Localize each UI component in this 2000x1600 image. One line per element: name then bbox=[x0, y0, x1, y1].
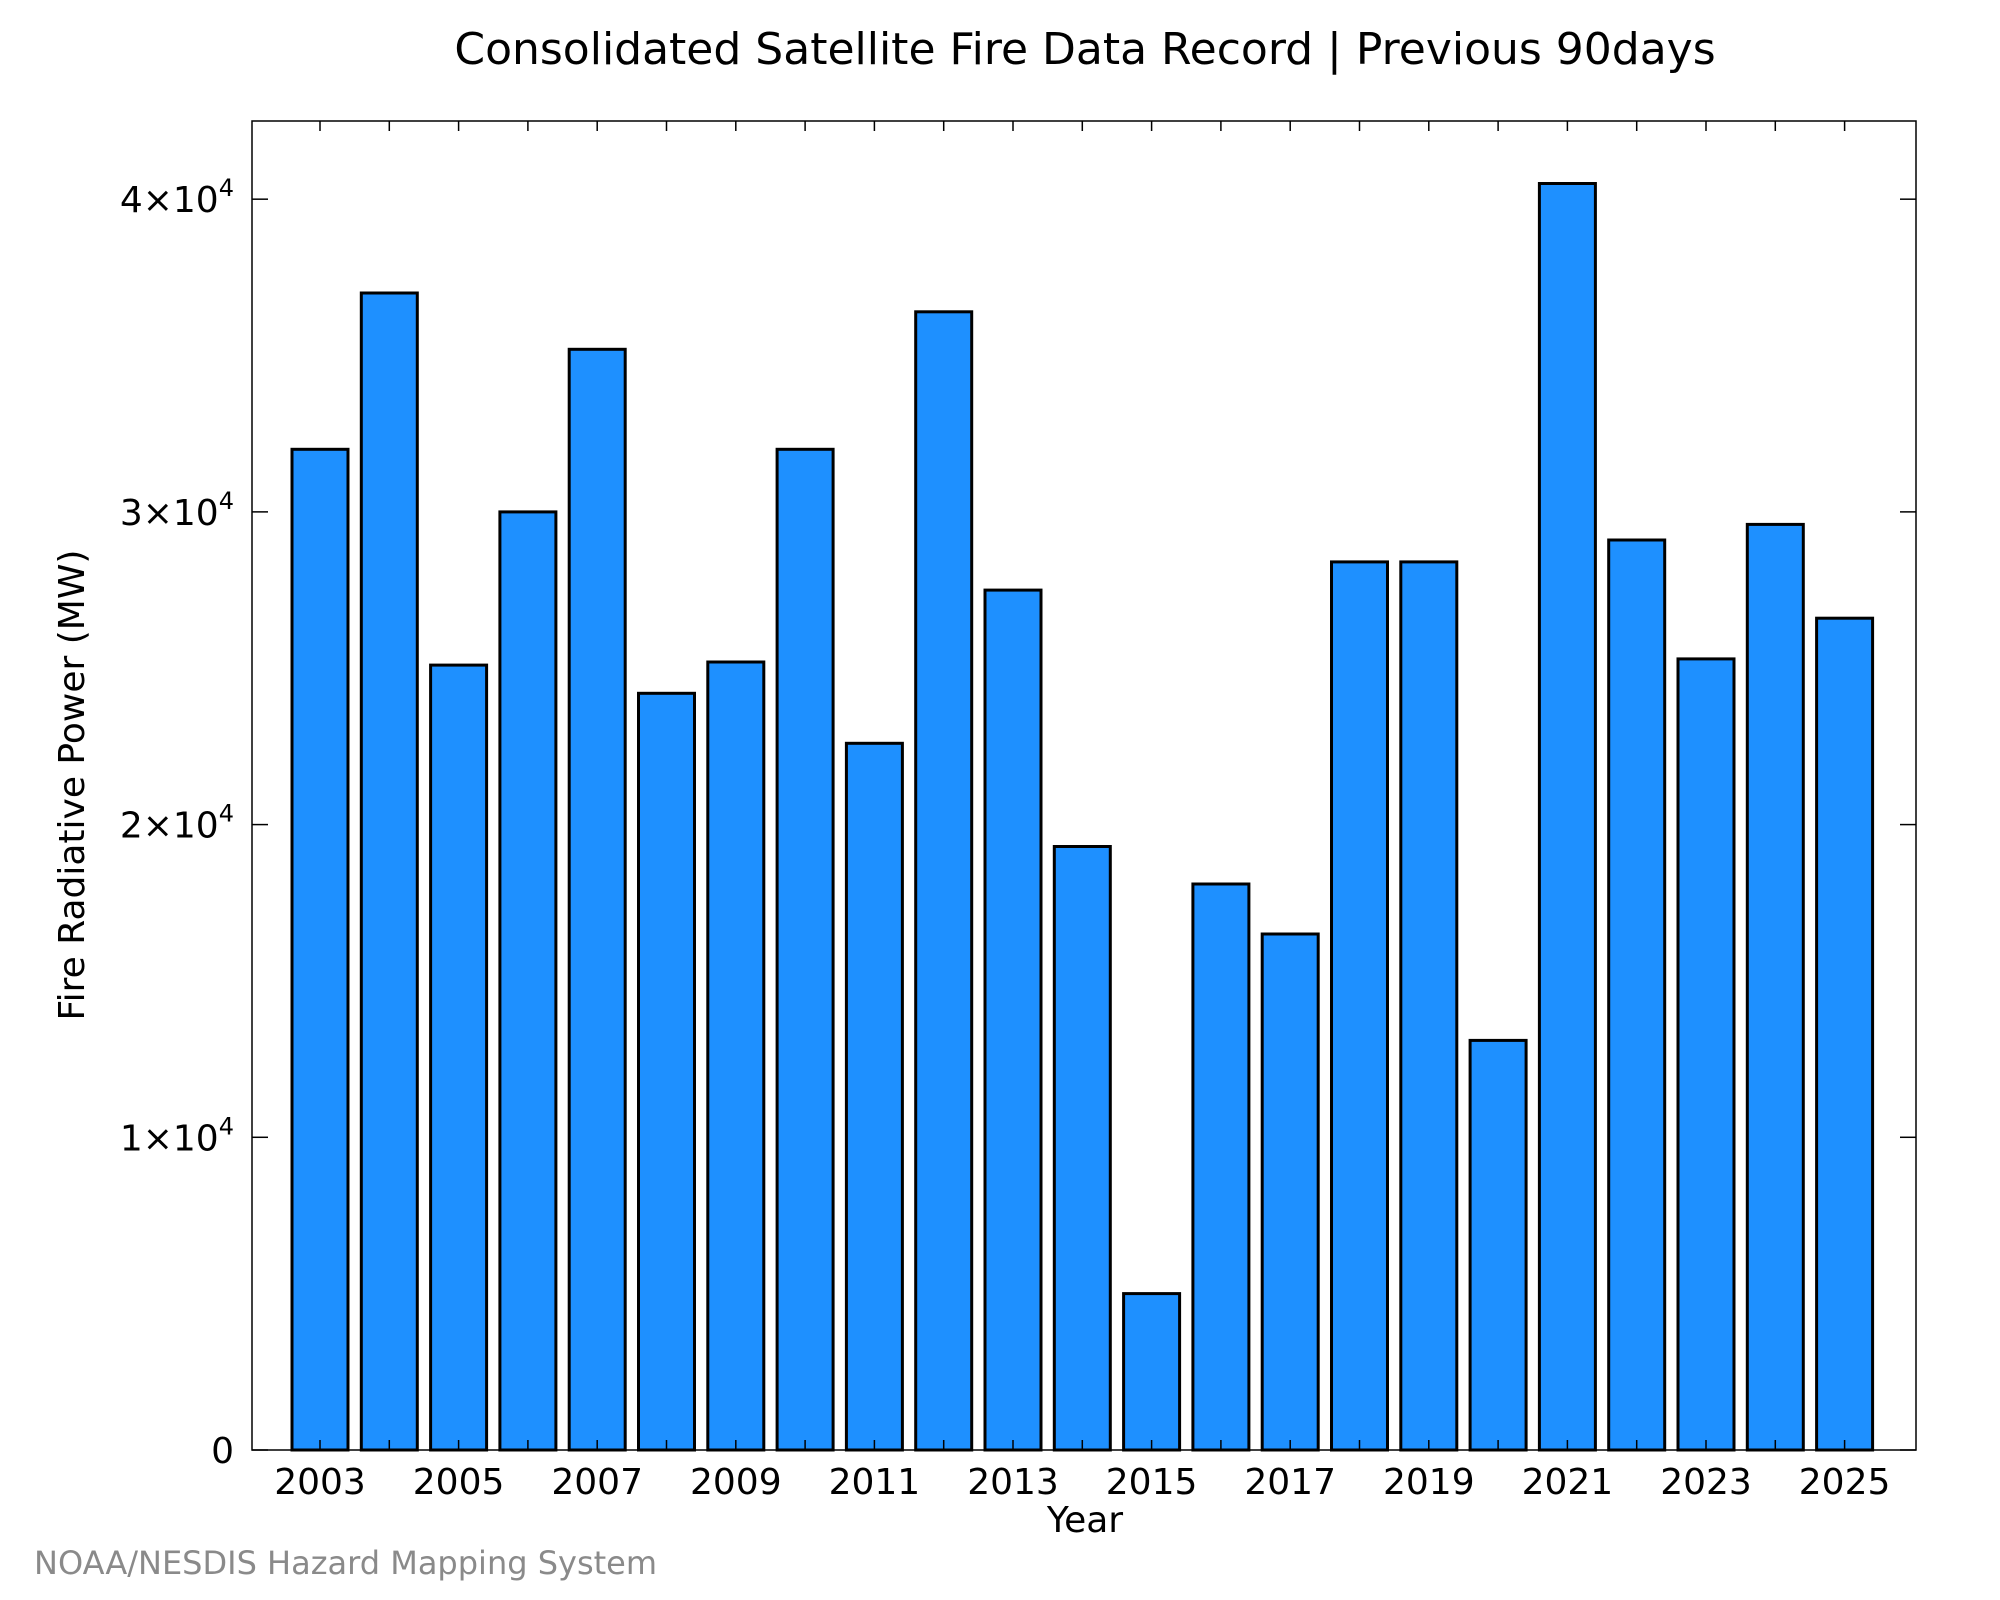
x-tick-label-2003: 2003 bbox=[274, 1462, 366, 1503]
bar-2023 bbox=[1676, 657, 1736, 1452]
x-tick-label-2017: 2017 bbox=[1244, 1462, 1336, 1503]
bar-2011 bbox=[844, 741, 904, 1452]
bar-2006 bbox=[498, 510, 558, 1452]
y-tick-label-20000: 2×104 bbox=[120, 800, 234, 847]
chart-title: Consolidated Satellite Fire Data Record … bbox=[454, 24, 1715, 75]
x-tick-label-2009: 2009 bbox=[690, 1462, 782, 1503]
bar-2025 bbox=[1815, 616, 1875, 1452]
bar-2010 bbox=[775, 447, 835, 1452]
y-tick-label-40000: 4×104 bbox=[120, 174, 234, 221]
bar-2022 bbox=[1607, 538, 1667, 1452]
bar-2005 bbox=[429, 663, 489, 1452]
bar-2009 bbox=[706, 660, 766, 1452]
x-ticks-group: 2003 2005 2007 2009 2011 2013 2015 2017 2019 2021… bbox=[274, 121, 1890, 1503]
bar-2008 bbox=[637, 691, 696, 1452]
bar-2013 bbox=[983, 588, 1043, 1452]
bar-2021 bbox=[1537, 182, 1597, 1452]
y-tick-label-10000: 1×104 bbox=[120, 1112, 234, 1159]
y-ticks-group: 0 1×104 2×104 3×104 4×104 bbox=[120, 174, 1916, 1472]
bar-2015 bbox=[1122, 1292, 1182, 1452]
x-tick-label-2023: 2023 bbox=[1660, 1462, 1752, 1503]
bar-2024 bbox=[1745, 522, 1805, 1452]
x-tick-label-2011: 2011 bbox=[829, 1462, 921, 1503]
bar-2007 bbox=[567, 347, 627, 1452]
credit-text: NOAA/NESDIS Hazard Mapping System bbox=[34, 1544, 657, 1582]
x-tick-label-2007: 2007 bbox=[551, 1462, 643, 1503]
bar-2018 bbox=[1330, 560, 1389, 1452]
bar-2014 bbox=[1052, 845, 1112, 1452]
x-tick-label-2013: 2013 bbox=[967, 1462, 1059, 1503]
y-tick-label-30000: 3×104 bbox=[120, 487, 234, 534]
x-axis-label: Year bbox=[1046, 1500, 1123, 1541]
bar-2017 bbox=[1260, 932, 1320, 1452]
x-tick-label-2021: 2021 bbox=[1522, 1462, 1614, 1503]
y-tick-label-0: 0 bbox=[211, 1431, 234, 1472]
x-tick-label-2015: 2015 bbox=[1106, 1462, 1198, 1503]
bars-group bbox=[290, 182, 1875, 1452]
x-tick-label-2019: 2019 bbox=[1383, 1462, 1475, 1503]
x-tick-label-2025: 2025 bbox=[1799, 1462, 1891, 1503]
bar-2003 bbox=[290, 447, 350, 1452]
bar-2004 bbox=[359, 291, 419, 1452]
bar-2020 bbox=[1468, 1038, 1528, 1452]
bar-2019 bbox=[1399, 560, 1459, 1452]
y-axis-label: Fire Radiative Power (MW) bbox=[52, 550, 93, 1021]
plot-frame bbox=[251, 120, 1917, 1451]
x-tick-label-2005: 2005 bbox=[413, 1462, 505, 1503]
bar-2012 bbox=[914, 310, 974, 1452]
bar-2016 bbox=[1191, 882, 1251, 1452]
